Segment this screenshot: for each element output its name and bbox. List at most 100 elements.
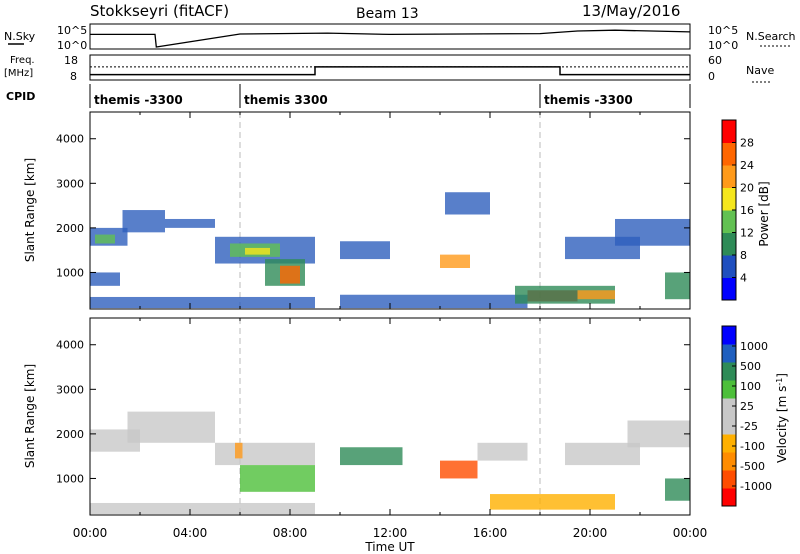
colorbar-swatch	[722, 452, 736, 471]
colorbar-tick-label: 100	[740, 380, 761, 393]
velocity-colorbar: 1000 500 100 25 -25 -100 -500 -1000	[721, 325, 772, 507]
y-tick-label: 4000	[56, 339, 84, 352]
colorbar-swatch	[722, 488, 736, 507]
scatter-band	[90, 272, 120, 286]
freq-label: Freq.	[10, 55, 35, 66]
scatter-band	[627, 420, 690, 448]
velocity-colorbar-label: Velocity [m s-1]	[775, 373, 789, 463]
colorbar-swatch	[722, 398, 736, 417]
power-y-ticks: 1000 2000 3000 4000	[56, 112, 691, 309]
y-tick-label: 3000	[56, 177, 84, 190]
colorbar-swatch	[722, 255, 736, 278]
colorbar-swatch	[722, 470, 736, 489]
x-tick-label: 12:00	[373, 526, 408, 540]
scatter-band	[665, 478, 690, 501]
y-tick-label: 1000	[56, 472, 84, 485]
noise-left-tick-top: 10^5	[57, 24, 87, 37]
scatter-band	[95, 234, 115, 244]
noise-left-tick-bottom: 10^0	[57, 39, 87, 52]
freq-series-line	[90, 66, 690, 76]
colorbar-tick-label: -100	[740, 440, 765, 453]
x-tick-label: 16:00	[473, 526, 508, 540]
nsky-label: N.Sky	[4, 30, 36, 43]
scatter-band	[122, 210, 165, 233]
y-tick-label: 4000	[56, 133, 84, 146]
colorbar-swatch	[722, 434, 736, 453]
scatter-band	[440, 460, 478, 479]
station-title: Stokkseyri (fitACF)	[90, 2, 229, 20]
colorbar-swatch	[722, 232, 736, 256]
colorbar-frame	[721, 325, 737, 507]
noise-right-tick-bottom: 10^0	[708, 39, 738, 52]
nsearch-label: N.Search	[746, 30, 796, 43]
colorbar-swatch	[722, 277, 736, 301]
colorbar-tick-label: 24	[740, 159, 754, 172]
scatter-band	[240, 465, 315, 492]
colorbar-swatch	[722, 362, 736, 381]
power-ylabel: Slant Range [km]	[23, 158, 37, 262]
scatter-band	[215, 442, 315, 466]
cpid-segment-label: themis -3300	[94, 93, 183, 107]
colorbar-tick-label: 25	[740, 400, 754, 413]
x-tick-label: 00:00	[73, 526, 108, 540]
freq-right-tick-top: 60	[708, 54, 722, 67]
velocity-y-ticks: 1000 2000 3000 4000	[56, 318, 691, 515]
x-tick-label: 08:00	[273, 526, 308, 540]
scatter-band	[245, 247, 270, 255]
velocity-ylabel: Slant Range [km]	[23, 364, 37, 468]
colorbar-tick-label: -1000	[740, 480, 772, 493]
x-axis-label: Time UT	[364, 540, 415, 554]
colorbar-swatch	[722, 380, 736, 399]
scatter-band	[577, 290, 615, 300]
power-scatter-bands	[90, 112, 690, 309]
x-tick-label: 00:00	[673, 526, 708, 540]
scatter-band	[235, 442, 243, 459]
noise-right-tick-top: 10^5	[708, 24, 738, 37]
cpid-segments: themis -3300 themis 3300 themis -3300	[94, 84, 633, 108]
colorbar-tick-label: -500	[740, 460, 765, 473]
frequency-panel-frame	[89, 54, 691, 81]
scatter-band	[127, 411, 215, 443]
scatter-band	[477, 442, 528, 461]
freq-left-tick-top: 18	[64, 54, 78, 67]
colorbar-tick-label: 500	[740, 360, 761, 373]
x-tick-label: 20:00	[573, 526, 608, 540]
noise-panel-frame	[89, 23, 691, 50]
velocity-scatter-bands	[90, 318, 690, 515]
y-tick-label: 2000	[56, 222, 84, 235]
scatter-band	[440, 254, 470, 268]
cpid-label: CPID	[6, 90, 35, 103]
colorbar-swatch	[722, 326, 736, 345]
colorbar-swatch	[722, 344, 736, 363]
scatter-band	[445, 192, 490, 215]
x-tick-label: 04:00	[173, 526, 208, 540]
colorbar-swatch	[722, 165, 736, 188]
colorbar-tick-label: 1000	[740, 340, 768, 353]
scatter-band	[565, 442, 640, 466]
date-title: 13/May/2016	[582, 2, 680, 20]
power-colorbar: 28 24 20 16 12 8 4	[721, 119, 754, 301]
power-colorbar-label: Power [dB]	[757, 181, 771, 246]
scatter-band	[340, 447, 403, 466]
colorbar-tick-label: 12	[740, 227, 754, 240]
colorbar-swatch	[722, 120, 736, 143]
freq-left-tick-bottom: 8	[70, 70, 77, 83]
colorbar-tick-label: 16	[740, 204, 754, 217]
y-tick-label: 3000	[56, 383, 84, 396]
colorbar-swatch	[722, 142, 736, 166]
y-tick-label: 2000	[56, 428, 84, 441]
colorbar-tick-label: -25	[740, 420, 758, 433]
nsky-series-line	[90, 29, 691, 48]
cpid-segment-label: themis 3300	[244, 93, 328, 107]
colorbar-tick-label: 4	[740, 272, 747, 285]
power-panel-frame	[89, 111, 691, 310]
colorbar-swatch	[722, 187, 736, 211]
cpid-segment-label: themis -3300	[544, 93, 633, 107]
scatter-band	[340, 241, 390, 260]
scatter-band	[90, 502, 315, 515]
colorbar-tick-label: 28	[740, 137, 754, 150]
colorbar-tick-label: 20	[740, 182, 754, 195]
nave-label: Nave	[746, 64, 774, 77]
scatter-band	[280, 265, 300, 284]
colorbar-swatch	[722, 416, 736, 435]
